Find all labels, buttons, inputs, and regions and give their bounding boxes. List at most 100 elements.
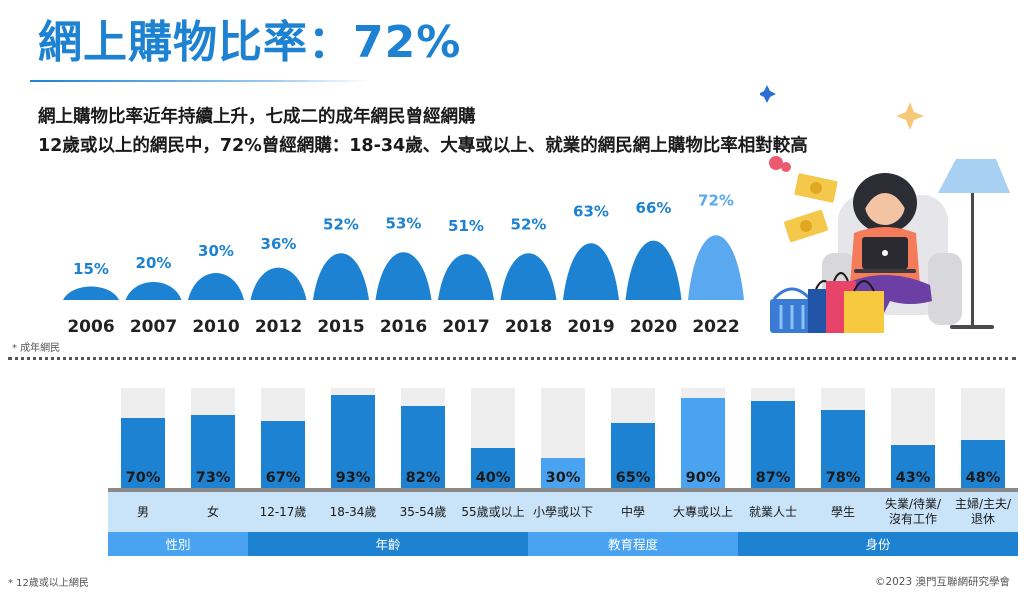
trend-year-label: 2012 — [255, 317, 302, 337]
coin-icon — [769, 156, 791, 172]
bar-4 — [401, 406, 445, 488]
bar-10 — [821, 410, 865, 488]
bar-value-label: 30% — [546, 470, 581, 486]
category-label: 男 — [137, 505, 149, 519]
trend-value-label: 52% — [323, 216, 359, 234]
bar-value-label: 43% — [896, 470, 931, 486]
trend-year-label: 2016 — [380, 317, 427, 337]
group-label: 年齡 — [375, 537, 401, 552]
subtitle-line-1: 網上購物比率近年持續上升，七成二的成年網民曾經網購 — [38, 107, 476, 127]
bar-7 — [611, 423, 655, 488]
trend-mound-2022 — [688, 235, 744, 300]
bar-value-label: 93% — [336, 470, 371, 486]
trend-value-label: 51% — [448, 217, 484, 235]
trend-value-label: 20% — [136, 254, 172, 272]
group-label: 教育程度 — [608, 537, 659, 552]
category-label: 18-34歲 — [330, 505, 377, 519]
category-label: 12-17歲 — [260, 505, 307, 519]
trend-year-label: 2018 — [505, 317, 552, 337]
trend-year-label: 2022 — [692, 317, 739, 337]
trend-value-label: 72% — [698, 192, 734, 210]
trend-year-label: 2006 — [67, 317, 114, 337]
category-label: 學生 — [831, 505, 855, 519]
trend-year-label: 2020 — [630, 317, 677, 337]
dotted-divider — [8, 357, 1016, 360]
sparkle-icon — [760, 85, 776, 103]
group-label: 性別 — [165, 537, 190, 552]
trend-value-label: 53% — [386, 214, 422, 232]
category-label: 失業/待業/沒有工作 — [885, 496, 942, 526]
group-band — [108, 532, 248, 556]
category-label: 55歲或以上 — [461, 505, 524, 519]
bar-value-label: 67% — [266, 470, 301, 486]
subtitle-line-2: 12歲或以上的網民中，72%曾經網購：18-34歲、大專或以上、就業的網民網上購… — [38, 136, 808, 156]
trend-mound-2010 — [188, 273, 244, 300]
trend-mound-2007 — [125, 282, 182, 300]
trend-mound-2020 — [625, 240, 682, 300]
online-shopping-illustration — [760, 85, 1010, 333]
bar-9 — [751, 401, 795, 488]
category-label: 主婦/主夫/退休 — [955, 496, 1012, 526]
bar-3 — [331, 395, 375, 488]
group-band — [248, 532, 528, 556]
bar-value-label: 48% — [966, 470, 1001, 486]
title-underline — [30, 80, 370, 82]
bar-12 — [961, 440, 1005, 488]
bar-5 — [471, 448, 515, 488]
trend-value-label: 36% — [261, 235, 297, 253]
bar-value-label: 40% — [476, 470, 511, 486]
category-label: 就業人士 — [749, 505, 797, 519]
group-band — [738, 532, 1018, 556]
trend-year-label: 2010 — [192, 317, 239, 337]
star-icon — [896, 102, 924, 130]
category-label-band — [108, 492, 1018, 532]
floor-lamp-icon — [938, 159, 1010, 329]
banknote-icon — [784, 173, 838, 243]
category-label: 小學或以下 — [533, 505, 593, 519]
bar-value-label: 78% — [826, 470, 861, 486]
trend-year-label: 2019 — [567, 317, 614, 337]
category-label: 女 — [207, 504, 219, 519]
trend-year-label: 2017 — [442, 317, 489, 337]
trend-chart: 15% 2006 20% 2007 30% 2010 36% 2012 52% 2015 53% 20… — [63, 192, 744, 337]
trend-mound-2012 — [250, 267, 307, 300]
footnote-age-12-plus: * 12歲或以上網民 — [8, 578, 89, 589]
category-label: 大專或以上 — [673, 505, 733, 519]
bar-2 — [261, 421, 305, 488]
trend-value-label: 30% — [198, 242, 234, 260]
bar-value-label: 65% — [616, 470, 651, 486]
bar-value-label: 90% — [686, 470, 721, 486]
bar-value-label: 70% — [126, 470, 161, 486]
footnote-adult-netizens: * 成年網民 — [12, 343, 61, 354]
bar-baseline — [108, 488, 1018, 492]
group-label: 身份 — [865, 537, 891, 552]
trend-mound-2016 — [375, 252, 432, 300]
trend-mound-2015 — [313, 253, 369, 300]
trend-mound-2017 — [438, 254, 494, 300]
bar-value-label: 82% — [406, 470, 441, 486]
trend-year-label: 2015 — [317, 317, 364, 337]
trend-value-label: 66% — [636, 199, 672, 217]
trend-value-label: 52% — [511, 216, 547, 234]
shopping-bag-icon — [808, 272, 884, 333]
page-title: 網上購物比率：72% — [38, 17, 462, 68]
bar-6 — [541, 458, 585, 488]
trend-mound-2006 — [63, 286, 119, 300]
category-label: 中學 — [621, 504, 645, 519]
bar-value-label: 87% — [756, 470, 791, 486]
trend-mound-2019 — [563, 243, 619, 300]
demographic-bar-chart: 70% 73% 67% 93% 82% 40% 30% 65% 90% 87% 78% 43% 48% 男… — [108, 388, 1018, 556]
trend-mound-2018 — [500, 253, 557, 300]
copyright-credit: ©2023 澳門互聯網研究學會 — [874, 576, 1010, 588]
shopping-basket-icon — [770, 287, 814, 333]
category-label: 35-54歲 — [400, 505, 447, 519]
bar-8 — [681, 398, 725, 488]
bar-value-label: 73% — [196, 470, 231, 486]
bar-0 — [121, 418, 165, 488]
trend-year-label: 2007 — [130, 317, 177, 337]
laptop-icon — [854, 237, 916, 273]
bar-1 — [191, 415, 235, 488]
group-band — [528, 532, 738, 556]
trend-value-label: 63% — [573, 202, 609, 220]
bar-11 — [891, 445, 935, 488]
